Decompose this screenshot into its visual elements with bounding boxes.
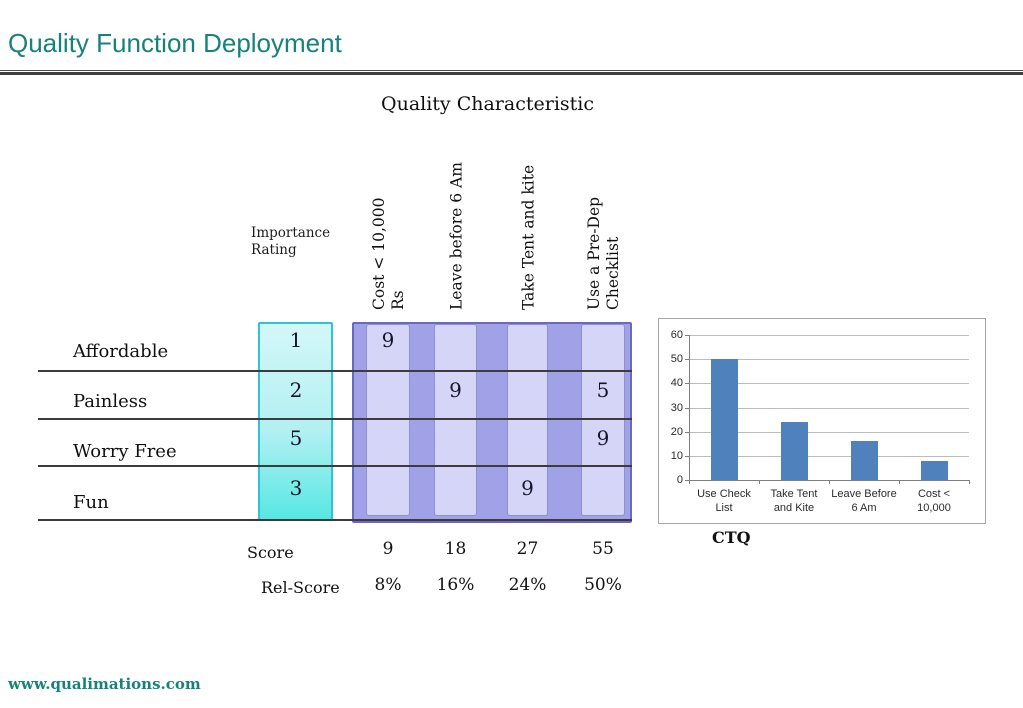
- score-value: 9: [382, 539, 394, 559]
- importance-rating-value: 2: [289, 378, 303, 402]
- x-axis-tick: [689, 480, 690, 484]
- rel-score-value: 50%: [584, 575, 622, 595]
- score-value: 27: [516, 539, 539, 559]
- relationship-matrix: [352, 322, 632, 523]
- y-axis-label: 0: [676, 474, 683, 486]
- y-axis-line: [689, 335, 690, 480]
- chart-title-ctq: CTQ: [712, 528, 751, 547]
- importance-rating-value: 3: [289, 476, 303, 500]
- x-category-label: Use Check List: [697, 488, 751, 514]
- y-axis-label: 50: [670, 353, 683, 366]
- x-category-label: Take Tent and Kite: [770, 488, 818, 514]
- customer-need-label: Fun: [73, 492, 109, 513]
- relationship-value: 9: [521, 476, 534, 500]
- customer-need-label: Affordable: [73, 341, 169, 362]
- customer-need-label: Worry Free: [73, 441, 177, 462]
- y-axis-tick: [685, 407, 689, 409]
- score-value: 55: [592, 539, 614, 559]
- y-axis-label: 40: [670, 377, 683, 390]
- matrix-column-stripe: [366, 324, 410, 516]
- quality-column-label: Leave before 6 Am: [447, 162, 465, 310]
- x-axis-tick: [969, 480, 970, 484]
- matrix-column-stripe: [507, 324, 548, 516]
- chart-gridline: [689, 359, 969, 361]
- score-row-label: Score: [247, 543, 294, 562]
- rel-score-value: 16%: [436, 575, 475, 595]
- score-value: 18: [444, 539, 467, 559]
- rel-score-value: 24%: [508, 575, 547, 595]
- customer-need-label: Painless: [73, 391, 148, 412]
- relationship-value: 9: [449, 378, 462, 402]
- title-divider-thin-line: [0, 70, 1023, 71]
- y-axis-tick: [685, 359, 689, 361]
- chart-gridline: [689, 335, 969, 336]
- quality-column-label: Use a Pre-Dep Checklist: [585, 196, 622, 310]
- x-axis-tick: [759, 480, 760, 484]
- matrix-column-stripe: [581, 324, 625, 516]
- y-axis-label: 10: [670, 449, 683, 462]
- importance-rating-value: 5: [289, 426, 303, 450]
- ctq-bar-chart: 0 10 20 30 40 50 60 Use Check List Take Tent and…: [658, 318, 986, 524]
- quality-column-label: Take Tent and kite: [519, 164, 537, 310]
- footer-website-text: www.qualimations.com: [8, 675, 201, 693]
- y-axis-tick: [685, 383, 689, 385]
- x-axis-tick: [829, 480, 830, 484]
- row-separator-line: [38, 370, 632, 372]
- quality-column-label: Cost < 10,000 Rs: [370, 197, 407, 310]
- chart-gridline: [689, 383, 969, 385]
- y-axis-label: 30: [670, 401, 683, 414]
- rel-score-value: 8%: [374, 575, 402, 595]
- quality-characteristic-heading: Quality Characteristic: [381, 93, 594, 115]
- x-axis-tick: [899, 480, 900, 484]
- importance-rating-label: Importance Rating: [251, 225, 331, 258]
- page-title: Quality Function Deployment: [8, 28, 342, 58]
- ctq-bar: [850, 441, 878, 480]
- y-axis-tick: [685, 480, 689, 481]
- ctq-bar: [710, 359, 738, 480]
- chart-gridline: [689, 407, 969, 409]
- y-axis-tick: [685, 431, 689, 433]
- ctq-bar: [920, 460, 948, 480]
- matrix-column-stripe: [434, 324, 477, 516]
- row-separator-line: [38, 418, 632, 420]
- x-category-label: Leave Before 6 Am: [831, 488, 897, 514]
- y-axis-label: 60: [670, 329, 683, 341]
- x-category-label: Cost < 10,000: [917, 488, 951, 514]
- y-axis-tick: [685, 335, 689, 336]
- rel-score-row-label: Rel-Score: [261, 578, 340, 597]
- title-divider-thick-line: [0, 72, 1023, 75]
- relationship-value: 5: [596, 378, 610, 402]
- y-axis-label: 20: [670, 425, 683, 438]
- y-axis-tick: [685, 455, 689, 457]
- chart-gridline: [689, 431, 969, 433]
- relationship-value: 9: [381, 328, 395, 352]
- ctq-bar: [780, 422, 808, 480]
- chart-gridline: [689, 455, 969, 457]
- relationship-value: 9: [596, 426, 610, 450]
- row-separator-line: [38, 465, 632, 467]
- row-separator-line: [38, 519, 632, 521]
- importance-rating-column: [258, 322, 333, 521]
- importance-rating-value: 1: [289, 328, 303, 352]
